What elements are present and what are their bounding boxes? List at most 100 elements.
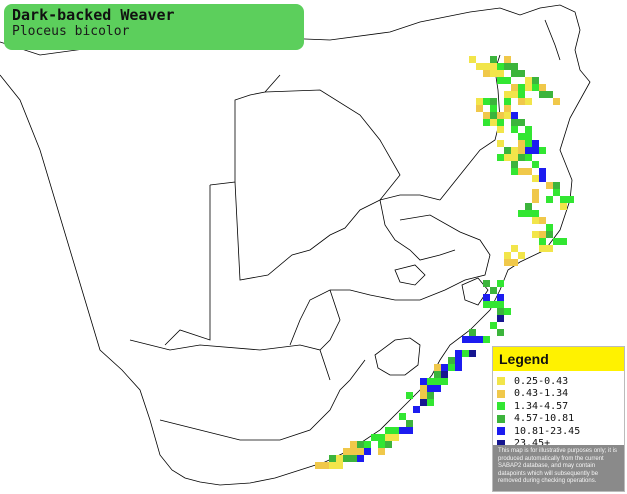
grid-cell: [497, 294, 504, 301]
grid-cell: [511, 147, 518, 154]
grid-cell: [441, 378, 448, 385]
grid-cell: [455, 350, 462, 357]
grid-cell: [413, 406, 420, 413]
grid-cell: [518, 140, 525, 147]
grid-cell: [532, 189, 539, 196]
grid-cell: [315, 462, 322, 469]
grid-cell: [350, 441, 357, 448]
grid-cell: [560, 196, 567, 203]
legend-disclaimer: This map is for illustrative purposes on…: [493, 445, 624, 491]
grid-cell: [532, 147, 539, 154]
border-provinces-cape: [159, 359, 366, 441]
grid-cell: [434, 385, 441, 392]
grid-cell: [504, 56, 511, 63]
grid-cell: [511, 91, 518, 98]
legend-swatch: [497, 439, 505, 448]
grid-cell: [532, 210, 539, 217]
grid-cell: [357, 441, 364, 448]
grid-cell: [483, 336, 490, 343]
grid-cell: [406, 392, 413, 399]
grid-cell: [525, 84, 532, 91]
grid-cell: [392, 427, 399, 434]
grid-cell: [539, 168, 546, 175]
grid-cell: [329, 462, 336, 469]
grid-cell: [476, 98, 483, 105]
grid-cell: [553, 189, 560, 196]
grid-cell: [525, 133, 532, 140]
grid-cell: [420, 399, 427, 406]
grid-cell: [525, 147, 532, 154]
grid-cell: [511, 168, 518, 175]
grid-cell: [483, 301, 490, 308]
legend-item: 4.57-10.81: [497, 413, 624, 426]
grid-cell: [532, 175, 539, 182]
grid-cell: [525, 154, 532, 161]
grid-cell: [504, 147, 511, 154]
grid-cell: [518, 84, 525, 91]
legend-label: 0.25-0.43: [514, 375, 569, 387]
grid-cell: [532, 196, 539, 203]
grid-cell: [350, 455, 357, 462]
grid-cell: [539, 231, 546, 238]
legend-swatch: [497, 389, 505, 398]
grid-cell: [476, 105, 483, 112]
grid-cell: [357, 448, 364, 455]
grid-cell: [392, 434, 399, 441]
border-botswana-sa: [234, 181, 381, 281]
grid-cell: [462, 336, 469, 343]
coastline: [0, 4, 591, 486]
grid-cell: [483, 294, 490, 301]
species-scientific-name: Ploceus bicolor: [12, 24, 130, 39]
grid-cell: [329, 455, 336, 462]
legend-label: 0.43-1.34: [514, 388, 569, 400]
legend-item: 1.34-4.57: [497, 400, 624, 413]
grid-cell: [546, 245, 553, 252]
border-namibia-sa: [164, 185, 211, 346]
grid-cell: [490, 112, 497, 119]
grid-cell: [490, 105, 497, 112]
grid-cell: [525, 126, 532, 133]
grid-cell: [518, 119, 525, 126]
grid-cell: [378, 448, 385, 455]
grid-cell: [378, 434, 385, 441]
grid-cell: [553, 238, 560, 245]
grid-cell: [518, 147, 525, 154]
grid-cell: [532, 161, 539, 168]
record-grid-cells: [315, 56, 574, 469]
border-gauteng: [394, 264, 426, 286]
border-lesotho: [374, 337, 421, 376]
legend-label: 23.45+: [514, 438, 551, 450]
grid-cell: [497, 308, 504, 315]
border-limpopo: [379, 199, 456, 261]
grid-cell: [469, 329, 476, 336]
legend-label: 4.57-10.81: [514, 413, 575, 425]
grid-cell: [546, 196, 553, 203]
grid-cell: [483, 98, 490, 105]
grid-cell: [525, 210, 532, 217]
grid-cell: [420, 392, 427, 399]
grid-cell: [378, 441, 385, 448]
grid-cell: [469, 56, 476, 63]
grid-cell: [448, 357, 455, 364]
legend-swatch: [497, 377, 505, 386]
grid-cell: [343, 448, 350, 455]
species-title-box: Dark-backed Weaver Ploceus bicolor: [4, 4, 304, 50]
grid-cell: [532, 140, 539, 147]
grid-cell: [490, 70, 497, 77]
grid-cell: [385, 441, 392, 448]
grid-cell: [455, 357, 462, 364]
legend-item: 0.25-0.43: [497, 375, 624, 388]
grid-cell: [483, 70, 490, 77]
grid-cell: [518, 70, 525, 77]
grid-cell: [476, 63, 483, 70]
grid-cell: [560, 203, 567, 210]
grid-cell: [427, 378, 434, 385]
grid-cell: [462, 350, 469, 357]
grid-cell: [511, 154, 518, 161]
grid-cell: [504, 154, 511, 161]
grid-cell: [546, 91, 553, 98]
legend-label: 10.81-23.45: [514, 425, 581, 437]
border-zimbabwe: [264, 89, 441, 201]
grid-cell: [490, 56, 497, 63]
